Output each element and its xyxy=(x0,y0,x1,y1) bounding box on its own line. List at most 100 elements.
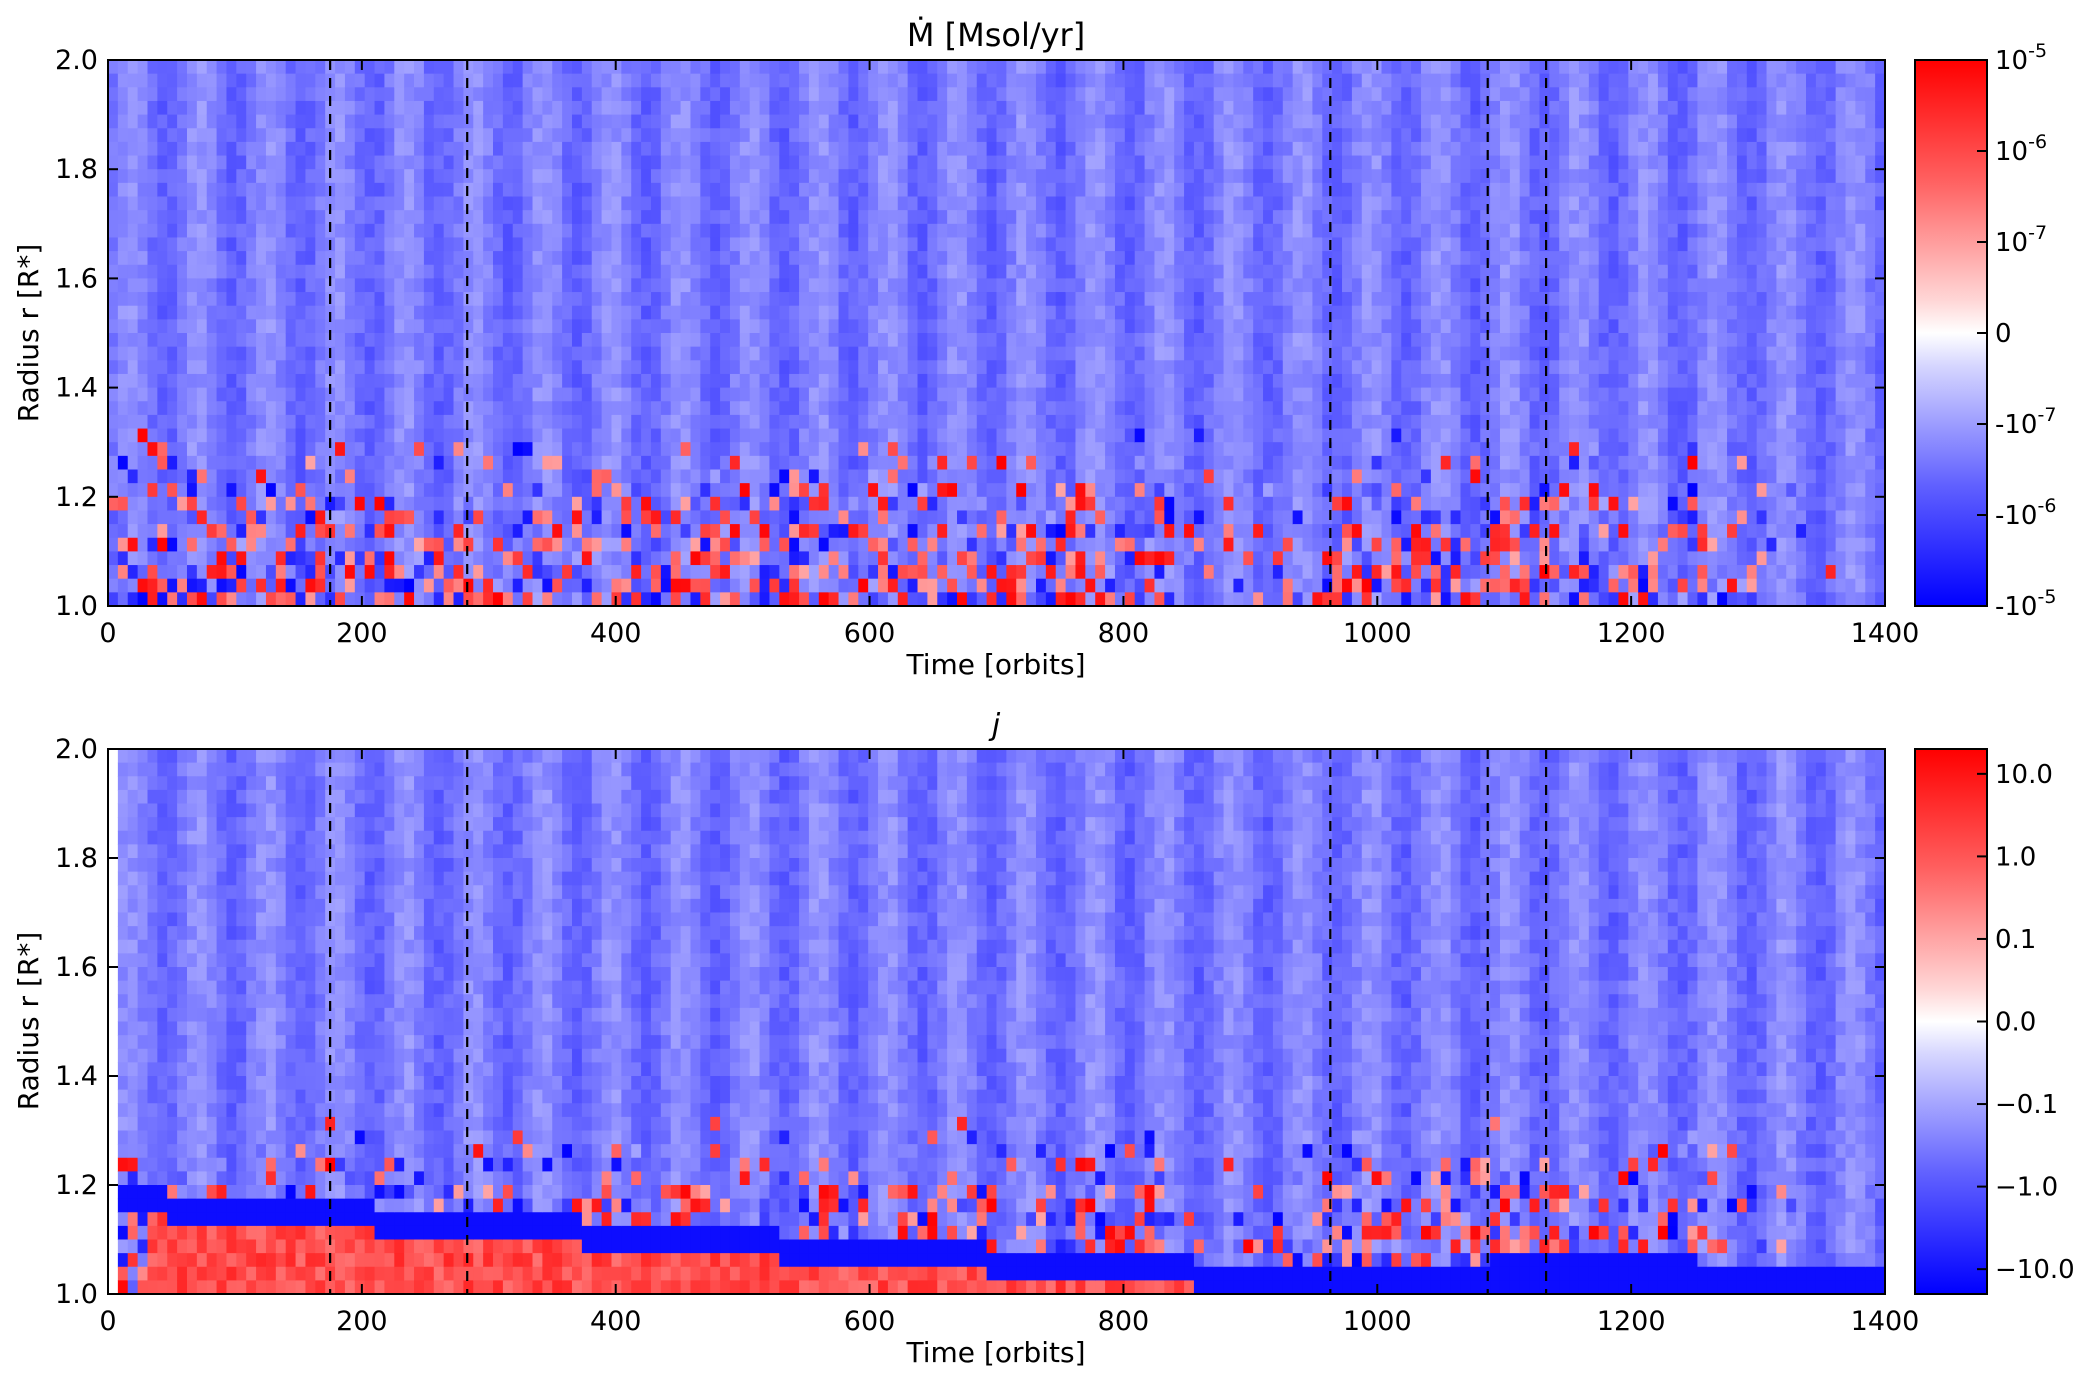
heatmap-cell xyxy=(1332,305,1343,320)
heatmap-cell xyxy=(858,210,869,225)
heatmap-cell xyxy=(897,237,909,252)
heatmap-cell xyxy=(720,360,731,375)
heatmap-cell xyxy=(196,100,208,116)
heatmap-cell xyxy=(1203,210,1215,225)
heatmap-cell xyxy=(423,210,435,225)
heatmap-cell xyxy=(848,251,859,266)
heatmap-cell xyxy=(947,401,958,416)
heatmap-cell xyxy=(917,155,928,170)
heatmap-cell xyxy=(1174,496,1185,512)
heatmap-cell xyxy=(1045,373,1057,389)
heatmap-cell xyxy=(552,333,563,348)
heatmap-cell xyxy=(374,237,386,252)
heatmap-cell xyxy=(907,578,919,593)
heatmap-cell xyxy=(1134,496,1146,512)
heatmap-cell xyxy=(483,73,494,88)
heatmap-cell xyxy=(414,237,425,252)
heatmap-cell xyxy=(226,442,237,457)
heatmap-cell xyxy=(957,551,968,566)
heatmap-cell xyxy=(1312,128,1323,143)
heatmap-cell xyxy=(848,319,859,334)
heatmap-cell xyxy=(1253,100,1264,116)
heatmap-cell xyxy=(1164,305,1175,320)
heatmap-cell xyxy=(108,483,119,498)
heatmap-cell xyxy=(1332,319,1343,334)
heatmap-cell xyxy=(1302,551,1314,566)
heatmap-cell xyxy=(1233,264,1244,279)
heatmap-cell xyxy=(295,264,307,279)
heatmap-cell xyxy=(374,414,386,430)
heatmap-cell xyxy=(364,169,376,184)
heatmap-cell xyxy=(1006,264,1017,279)
heatmap-cell xyxy=(236,141,247,157)
heatmap-cell xyxy=(660,346,672,361)
heatmap-cell xyxy=(384,496,395,512)
heatmap-cell xyxy=(532,210,543,225)
heatmap-cell xyxy=(433,169,445,184)
heatmap-cell xyxy=(1263,592,1274,607)
heatmap-cell xyxy=(364,319,376,334)
heatmap-cell xyxy=(1055,360,1067,375)
heatmap-cell xyxy=(1223,346,1235,361)
heatmap-cell xyxy=(769,237,780,252)
heatmap-cell xyxy=(167,73,178,88)
heatmap-cell xyxy=(1292,510,1304,525)
heatmap-cell xyxy=(720,592,731,607)
heatmap-cell xyxy=(1213,87,1225,102)
heatmap-cell xyxy=(236,251,247,266)
heatmap-cell xyxy=(957,442,968,457)
heatmap-cell xyxy=(887,455,899,471)
heatmap-cell xyxy=(966,292,978,307)
heatmap-cell xyxy=(828,100,840,116)
heatmap-cell xyxy=(177,510,188,525)
heatmap-cell xyxy=(493,592,504,607)
heatmap-cell xyxy=(256,524,267,539)
heatmap-cell xyxy=(739,278,751,293)
heatmap-cell xyxy=(739,305,751,320)
heatmap-cell xyxy=(552,469,563,484)
heatmap-cell xyxy=(710,210,721,225)
heatmap-cell xyxy=(1075,141,1086,157)
heatmap-cell xyxy=(1095,155,1106,170)
heatmap-cell xyxy=(532,428,543,443)
heatmap-cell xyxy=(996,251,1007,266)
heatmap-cell xyxy=(414,319,425,334)
heatmap-cell xyxy=(186,469,198,484)
heatmap-cell xyxy=(354,578,366,593)
heatmap-cell xyxy=(789,565,800,580)
heatmap-cell xyxy=(1065,60,1077,75)
heatmap-cell xyxy=(305,87,316,102)
heatmap-cell xyxy=(650,196,662,211)
heatmap-cell xyxy=(443,592,455,607)
heatmap-cell xyxy=(986,169,998,184)
heatmap-cell xyxy=(1085,100,1096,116)
heatmap-cell xyxy=(1213,333,1225,348)
heatmap-cell xyxy=(1114,455,1126,471)
heatmap-cell xyxy=(660,578,672,593)
heatmap-cell xyxy=(660,373,672,389)
heatmap-cell xyxy=(512,305,524,320)
heatmap-cell xyxy=(256,128,267,143)
heatmap-cell xyxy=(335,483,346,498)
heatmap-cell xyxy=(483,565,494,580)
heatmap-cell xyxy=(818,155,830,170)
heatmap-cell xyxy=(1184,524,1195,539)
heatmap-cell xyxy=(660,305,672,320)
heatmap-cell xyxy=(246,251,257,266)
heatmap-cell xyxy=(818,87,830,102)
heatmap-cell xyxy=(878,196,889,211)
heatmap-cell xyxy=(739,401,751,416)
heatmap-cell xyxy=(1114,592,1126,607)
heatmap-cell xyxy=(473,360,484,375)
heatmap-cell xyxy=(423,524,435,539)
heatmap-cell xyxy=(887,333,899,348)
heatmap-cell xyxy=(364,373,376,389)
heatmap-cell xyxy=(265,182,277,198)
heatmap-cell xyxy=(729,373,741,389)
heatmap-cell xyxy=(226,182,237,198)
heatmap-cell xyxy=(1282,87,1294,102)
heatmap-cell xyxy=(167,524,178,539)
heatmap-cell xyxy=(858,524,869,539)
heatmap-cell xyxy=(571,455,583,471)
heatmap-cell xyxy=(246,278,257,293)
